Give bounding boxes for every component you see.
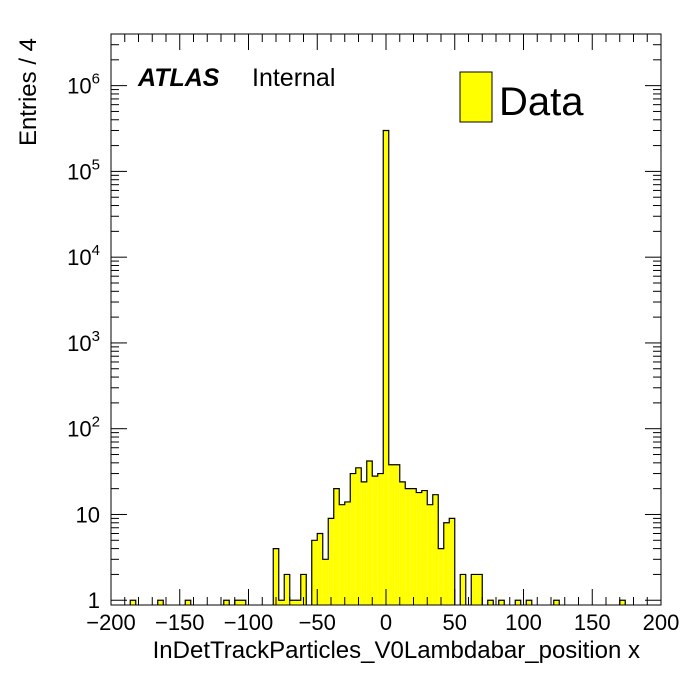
histogram-bar — [240, 600, 246, 605]
x-tick-label: 150 — [574, 610, 611, 635]
histogram-bar — [427, 504, 433, 605]
histogram-bar — [399, 481, 406, 605]
histogram-bar — [410, 488, 417, 605]
histogram-bar — [157, 600, 164, 605]
y-tick-label: 1 — [88, 588, 100, 613]
histogram-bar — [372, 476, 378, 605]
histogram-bar — [619, 600, 626, 605]
histogram-bar — [278, 600, 285, 605]
histogram-bar — [295, 600, 301, 605]
histogram-bar — [361, 481, 367, 605]
y-tick-label: 103 — [67, 328, 100, 356]
y-tick-label: 10 — [76, 502, 100, 527]
histogram-bar — [377, 473, 384, 605]
y-tick-label: 102 — [67, 414, 100, 442]
histogram-bar — [449, 518, 455, 605]
histogram-bar — [344, 501, 351, 605]
histogram-bar — [460, 574, 466, 605]
x-tick-label: −100 — [224, 610, 274, 635]
histogram-bar — [185, 600, 191, 605]
histogram-bar — [388, 464, 395, 605]
histogram-bar — [223, 600, 230, 605]
legend-label: Data — [499, 80, 584, 124]
x-axis-title: InDetTrackParticles_V0Lambdabar_position… — [153, 637, 640, 664]
histogram-bar — [273, 548, 279, 605]
histogram-bar — [317, 533, 323, 605]
x-tick-label: −150 — [155, 610, 205, 635]
atlas-label: ATLAS Internal — [137, 64, 335, 92]
histogram-bar — [394, 464, 400, 605]
tick-labels: −200 −150 −100 −50 0 50 100 150 200 1 10 102 103 104 1… — [67, 71, 679, 635]
histogram-bar — [438, 548, 444, 605]
histogram-bar — [130, 600, 136, 605]
histogram-bar — [300, 574, 307, 605]
histogram-bar — [289, 600, 296, 605]
histogram-bar — [405, 488, 411, 605]
legend: Data — [459, 71, 584, 124]
histogram-bar — [355, 467, 362, 605]
histogram-bar — [416, 492, 422, 605]
histogram-bar — [383, 130, 389, 606]
x-tick-label: 200 — [643, 610, 680, 635]
histogram-bar — [471, 574, 477, 605]
histogram-bar — [322, 559, 329, 605]
histogram-bar — [476, 574, 483, 605]
x-tick-label: −200 — [86, 610, 136, 635]
histogram-bar — [284, 574, 290, 605]
histogram-bar — [328, 518, 334, 605]
histogram-bar — [443, 522, 450, 605]
y-tick-label: 104 — [67, 242, 100, 270]
y-tick-label: 105 — [67, 156, 100, 184]
histogram-bar — [498, 600, 505, 605]
histogram-bar — [366, 461, 373, 605]
x-tick-label: 0 — [380, 610, 392, 635]
x-tick-label: 50 — [443, 610, 467, 635]
histogram-bar — [487, 600, 494, 605]
histogram-bar — [311, 540, 318, 605]
histogram-outline — [129, 129, 626, 605]
atlas-label-status: Internal — [252, 64, 335, 92]
histogram-bar — [553, 600, 560, 605]
x-tick-label: −50 — [299, 610, 336, 635]
histogram-bars — [129, 129, 626, 606]
axis-ticks — [110, 33, 662, 605]
histogram-bar — [515, 600, 521, 605]
histogram-bar — [526, 600, 532, 605]
x-tick-label: 100 — [505, 610, 542, 635]
histogram-bar — [339, 504, 345, 605]
legend-swatch — [459, 71, 493, 123]
y-axis-title: Entries / 4 — [15, 38, 42, 146]
y-tick-label: 106 — [67, 71, 100, 99]
atlas-label-bold: ATLAS — [137, 64, 220, 92]
histogram-bar — [432, 494, 439, 605]
histogram-bar — [350, 473, 356, 605]
histogram-bar — [234, 600, 241, 605]
histogram-bar — [333, 488, 340, 605]
histogram-bar — [421, 490, 428, 605]
